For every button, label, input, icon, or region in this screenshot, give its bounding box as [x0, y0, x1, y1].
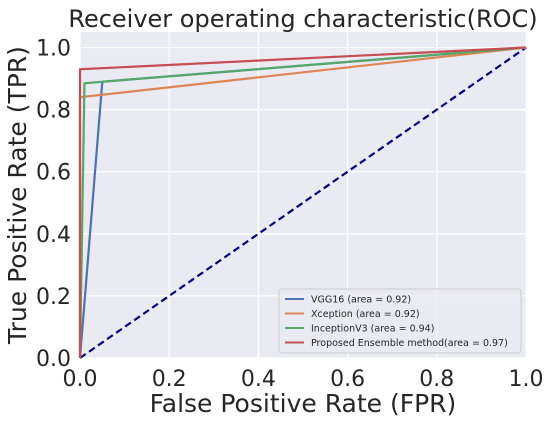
- y-tick-label: 0.2: [36, 285, 71, 310]
- x-axis-label: False Positive Rate (FPR): [150, 389, 457, 418]
- y-tick-label: 0.4: [36, 223, 71, 248]
- legend-label-0: VGG16 (area = 0.92): [311, 295, 411, 306]
- y-tick-label: 1.0: [36, 37, 71, 62]
- legend: VGG16 (area = 0.92) Xception (area = 0.92…: [279, 289, 521, 353]
- y-tick-label: 0.6: [36, 161, 71, 186]
- legend-label-3: Proposed Ensemble method(area = 0.97): [311, 338, 508, 349]
- y-tick-label: 0.0: [36, 347, 71, 372]
- y-tick-labels: 0.0 0.2 0.4 0.6 0.8 1.0: [36, 37, 71, 372]
- chart-title: Receiver operating characteristic(ROC): [68, 5, 537, 33]
- y-axis-label: True Positive Rate (TPR): [3, 46, 32, 345]
- y-tick-label: 0.8: [36, 99, 71, 124]
- legend-label-1: Xception (area = 0.92): [311, 309, 420, 320]
- x-tick-label: 1.0: [509, 367, 544, 392]
- legend-label-2: InceptionV3 (area = 0.94): [311, 324, 434, 335]
